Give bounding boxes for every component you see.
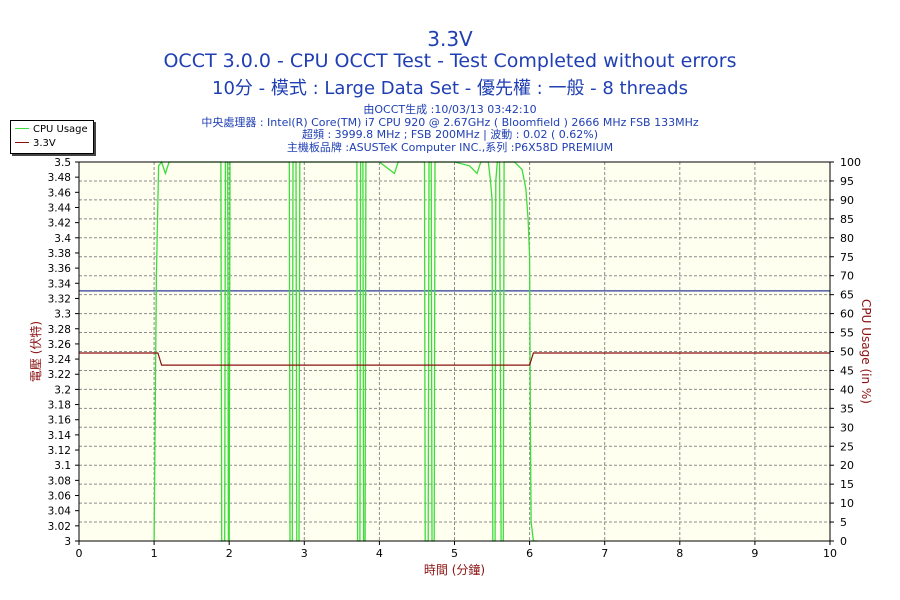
x-tick-label: 3 (301, 547, 308, 560)
y-left-tick-label: 3.48 (48, 172, 71, 184)
x-tick-label: 8 (676, 547, 683, 560)
y-right-tick-label: 65 (840, 289, 854, 302)
x-tick-label: 0 (76, 547, 83, 560)
y-left-tick-label: 3.3 (54, 309, 71, 321)
y-left-tick-label: 3.06 (48, 491, 72, 503)
legend-label-cpu-usage: CPU Usage (33, 124, 88, 135)
legend-swatch-cpu-usage (15, 127, 29, 129)
y-right-tick-label: 85 (840, 213, 854, 226)
legend-item-cpu-usage: CPU Usage (15, 124, 88, 136)
y-right-tick-label: 90 (840, 194, 854, 207)
x-axis-label: 時間 (分鐘) (424, 562, 485, 577)
y-right-tick-label: 5 (840, 516, 847, 529)
plot-frame (78, 161, 831, 542)
y-right-tick-label: 70 (840, 270, 854, 283)
legend: CPU Usage 3.3V (10, 120, 94, 154)
y-right-tick-label: 80 (840, 232, 854, 245)
legend-item-3v3: 3.3V (15, 138, 56, 150)
y-right-tick-label: 10 (840, 497, 854, 510)
chart-title: 3.3V (427, 27, 473, 51)
y-left-tick-label: 3.34 (48, 278, 72, 290)
y-left-tick-label: 3.04 (48, 506, 72, 518)
y-left-tick-label: 3.26 (48, 339, 72, 351)
y-left-tick-label: 3.18 (48, 400, 71, 412)
x-tick-label: 9 (751, 547, 758, 560)
test-mode-title: 10分 - 模式 : Large Data Set - 優先權 : 一般 - 8… (212, 78, 688, 99)
y-left-tick-label: 3.42 (48, 218, 71, 230)
x-tick-label: 10 (823, 547, 837, 560)
y-left-tick-label: 3.22 (48, 369, 71, 381)
y-right-tick-label: 60 (840, 308, 854, 321)
legend-label-3v3: 3.3V (33, 138, 56, 149)
y-right-tick-label: 75 (840, 251, 854, 264)
y-left-axis-label: 電壓 (伏特) (28, 321, 43, 382)
y-left-tick-label: 3.4 (54, 233, 71, 245)
y-left-tick-label: 3.44 (48, 202, 72, 214)
y-right-axis-label: CPU Usage (in %) (859, 299, 873, 404)
y-right-tick-label: 30 (840, 421, 854, 434)
y-left-tick-label: 3.38 (48, 248, 71, 260)
y-right-tick-label: 45 (840, 364, 854, 377)
y-right-tick-label: 50 (840, 346, 854, 359)
y-right-tick-label: 0 (840, 535, 847, 548)
y-right-tick-label: 100 (840, 156, 861, 169)
legend-swatch-3v3 (15, 141, 29, 143)
x-tick-label: 2 (226, 547, 233, 560)
y-right-tick-label: 40 (840, 383, 854, 396)
cpu-info: 中央處理器 : Intel(R) Core(TM) i7 CPU 920 @ 2… (201, 115, 699, 129)
y-right-tick-label: 35 (840, 402, 854, 415)
x-tick-label: 4 (376, 547, 383, 560)
y-left-tick-label: 3.5 (54, 157, 71, 169)
x-tick-label: 1 (151, 547, 158, 560)
generated-info: 由OCCT生成 :10/03/13 03:42:10 (363, 103, 537, 116)
y-left-tick-label: 3.46 (48, 187, 72, 199)
y-left-tick-label: 3 (64, 536, 71, 548)
y-left-tick-label: 3.32 (48, 293, 71, 305)
series-line-voltage-3v3 (79, 352, 830, 366)
y-left-tick-label: 3.24 (48, 354, 72, 366)
y-right-tick-label: 55 (840, 327, 854, 340)
y-right-tick-label: 95 (840, 175, 854, 188)
y-left-tick-label: 3.02 (48, 521, 71, 533)
y-left-tick-label: 3.16 (48, 415, 72, 427)
x-tick-label: 7 (601, 547, 608, 560)
y-left-tick-label: 3.2 (54, 384, 71, 396)
board-info: 主機板品牌 :ASUSTeK Computer INC.,系列 :P6X58D … (286, 140, 614, 154)
y-right-tick-label: 15 (840, 478, 854, 491)
y-left-tick-label: 3.12 (48, 445, 71, 457)
test-summary-title: OCCT 3.0.0 - CPU OCCT Test - Test Comple… (163, 50, 737, 72)
clock-info: 超頻 : 3999.8 MHz ; FSB 200MHz | 波動 : 0.02… (301, 128, 599, 141)
y-left-tick-label: 3.14 (48, 430, 72, 442)
y-right-tick-label: 20 (840, 459, 854, 472)
y-left-tick-label: 3.08 (48, 475, 71, 487)
x-tick-label: 6 (526, 547, 533, 560)
y-left-tick-label: 3.28 (48, 324, 71, 336)
y-left-tick-label: 3.36 (48, 263, 72, 275)
y-left-tick-label: 3.1 (54, 460, 71, 472)
y-right-tick-label: 25 (840, 440, 854, 453)
x-tick-label: 5 (451, 547, 458, 560)
series-line-cpu-usage (153, 160, 538, 542)
